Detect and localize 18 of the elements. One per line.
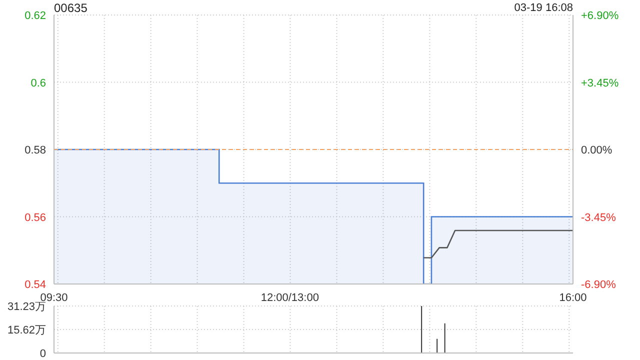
x-tick-label: 09:30 (40, 292, 68, 304)
y2-tick-label: -6.90% (581, 279, 616, 291)
y-tick-label: 0 (40, 348, 46, 360)
y2-tick-label: +3.45% (581, 77, 619, 90)
y2-tick-label: +6.90% (581, 10, 619, 22)
chart-title: 00635 (54, 1, 88, 15)
y-tick-label: 31.23万 (7, 301, 46, 313)
y2-tick-label: 0.00% (581, 144, 612, 156)
y-tick-label: 0.54 (24, 279, 46, 291)
x-tick-label: 12:00/13:00 (260, 292, 319, 304)
y-tick-label: 0.6 (30, 77, 46, 90)
y-tick-label: 0.62 (24, 10, 46, 22)
y-tick-label: 0.58 (24, 144, 46, 156)
x-tick-label: 16:00 (559, 292, 587, 304)
y-tick-label: 0.56 (24, 212, 46, 224)
text: 03-19 16:08 (514, 2, 573, 14)
y-tick-label: 15.62万 (7, 324, 46, 336)
y2-tick-label: -3.45% (581, 212, 616, 224)
